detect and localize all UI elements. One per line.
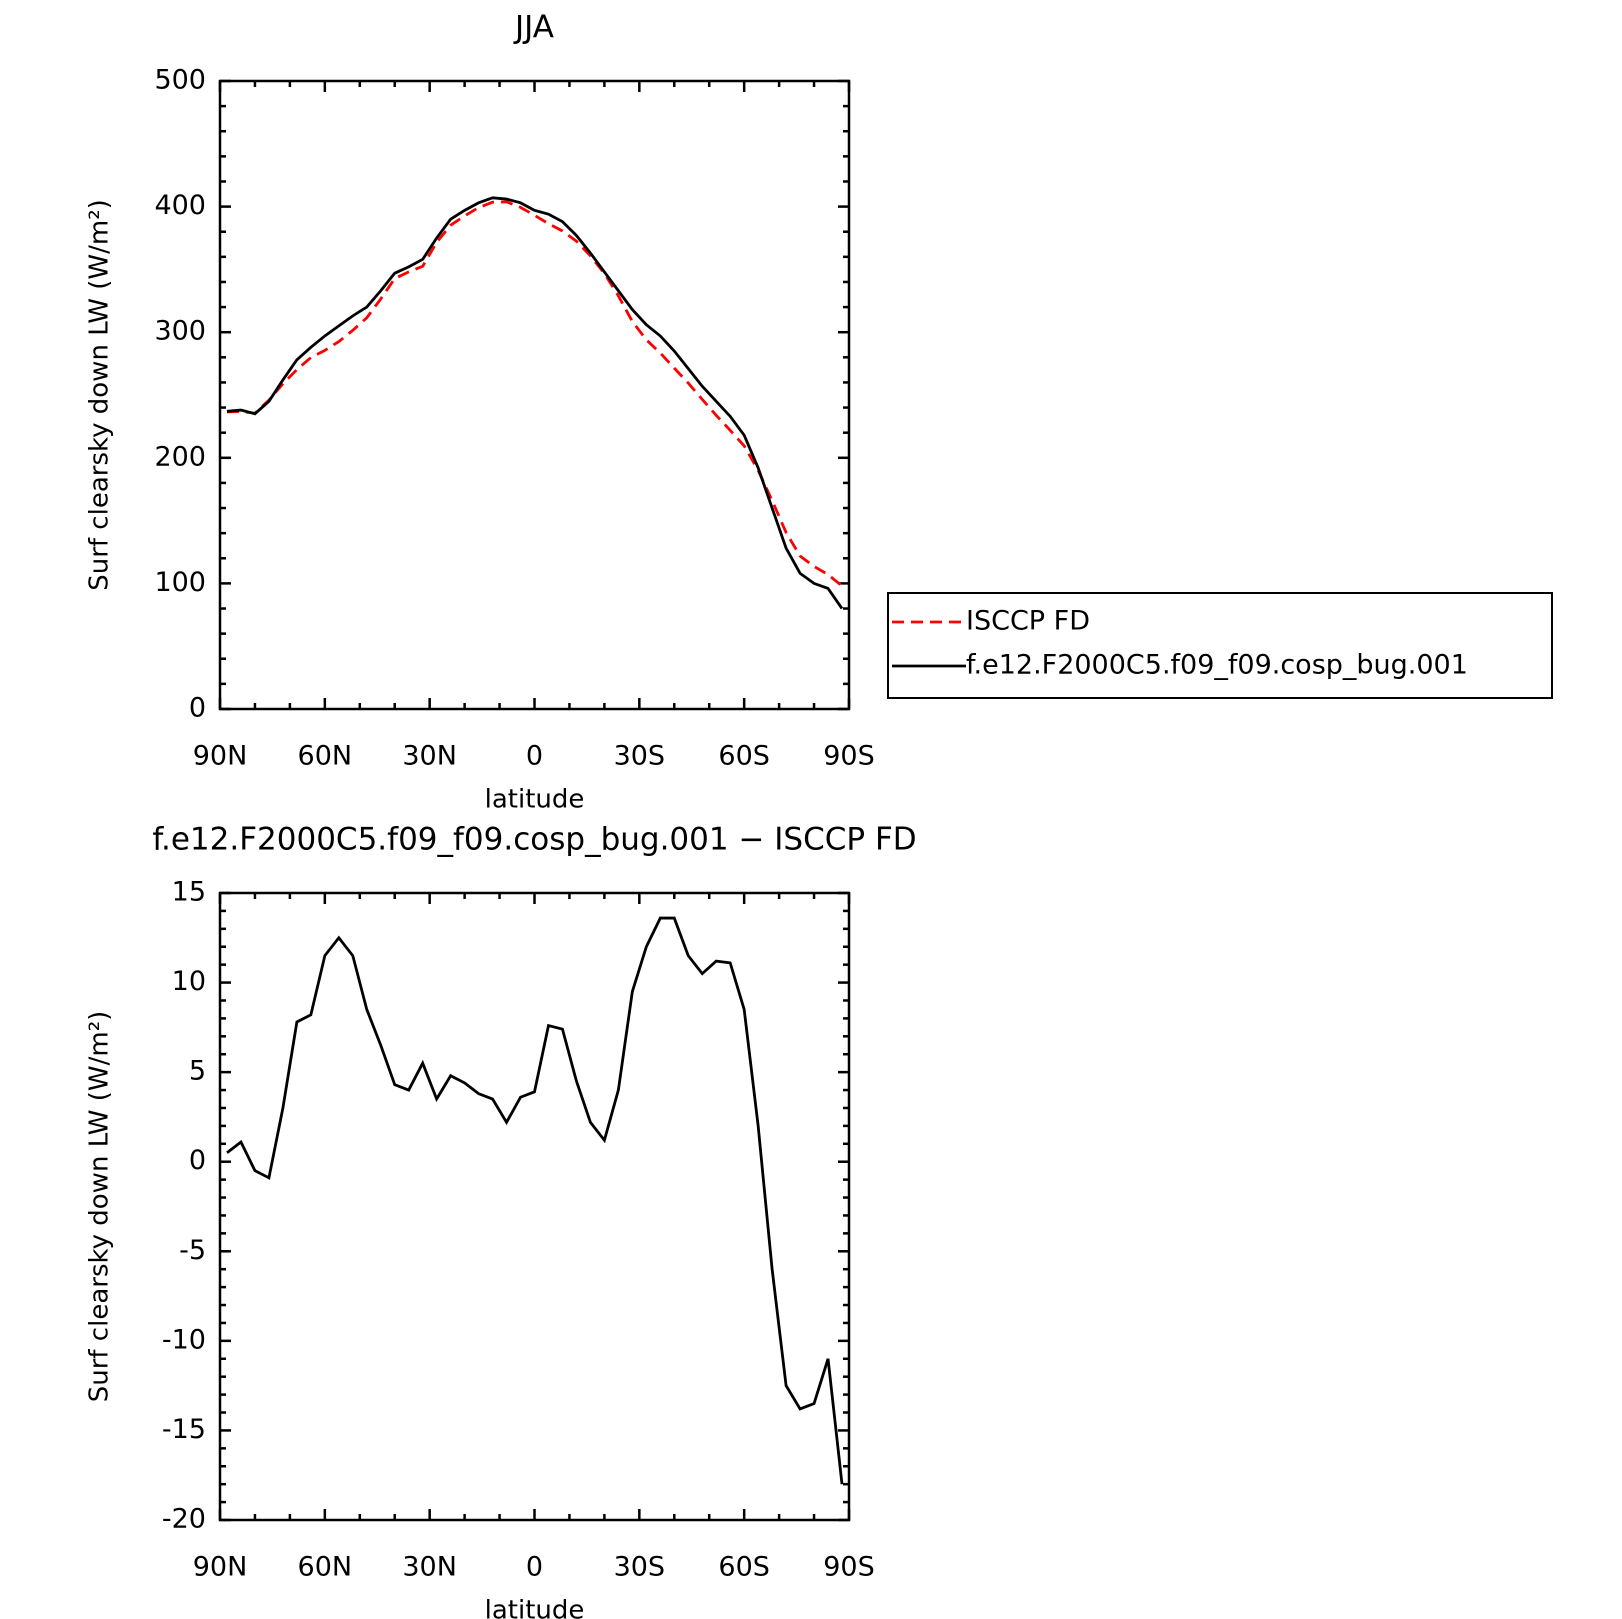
y-tick-label: 5	[189, 1056, 206, 1087]
x-tick-label: 0	[526, 741, 543, 772]
data-line	[226, 196, 844, 610]
x-tick-label: 90S	[823, 741, 875, 772]
data-line	[226, 916, 844, 1485]
legend-label: f.e12.F2000C5.f09_f09.cosp_bug.001	[966, 650, 1468, 681]
legend-box	[887, 592, 1553, 699]
x-tick-label: 90N	[193, 741, 248, 772]
x-tick-label: 90N	[193, 1552, 248, 1583]
y-tick-label: 10	[172, 966, 206, 997]
y-tick-label: 0	[189, 1145, 206, 1176]
x-tick-label: 60S	[718, 741, 770, 772]
x-tick-label: 30S	[614, 1552, 666, 1583]
x-tick-label: 30N	[402, 741, 457, 772]
x-tick-label: 0	[526, 1552, 543, 1583]
chart-title: JJA	[513, 10, 554, 46]
data-line	[226, 200, 843, 588]
y-tick-label: -10	[162, 1324, 206, 1355]
x-tick-label: 30S	[614, 741, 666, 772]
y-tick-label: 100	[154, 567, 206, 598]
y-tick-label: -5	[179, 1235, 206, 1266]
chart-title: f.e12.F2000C5.f09_f09.cosp_bug.001 − ISC…	[152, 822, 916, 858]
x-tick-label: 60N	[298, 1552, 353, 1583]
x-axis-label: latitude	[485, 785, 585, 815]
x-tick-label: 90S	[823, 1552, 875, 1583]
y-tick-label: 400	[154, 190, 206, 221]
x-tick-label: 60S	[718, 1552, 770, 1583]
legend-label: ISCCP FD	[966, 606, 1090, 637]
y-axis-label: Surf clearsky down LW (W/m²)	[85, 1011, 115, 1403]
plot-frame	[218, 79, 851, 711]
x-tick-label: 30N	[402, 1552, 457, 1583]
y-tick-label: 200	[154, 441, 206, 472]
y-tick-label: -20	[162, 1504, 206, 1535]
y-tick-label: 0	[189, 693, 206, 724]
x-axis-label: latitude	[485, 1596, 585, 1619]
y-tick-label: 15	[172, 877, 206, 908]
y-tick-label: -15	[162, 1414, 206, 1445]
y-tick-label: 500	[154, 65, 206, 96]
y-tick-label: 300	[154, 316, 206, 347]
plot-frame	[218, 891, 851, 1522]
x-tick-label: 60N	[298, 741, 353, 772]
y-axis-label: Surf clearsky down LW (W/m²)	[85, 199, 115, 591]
